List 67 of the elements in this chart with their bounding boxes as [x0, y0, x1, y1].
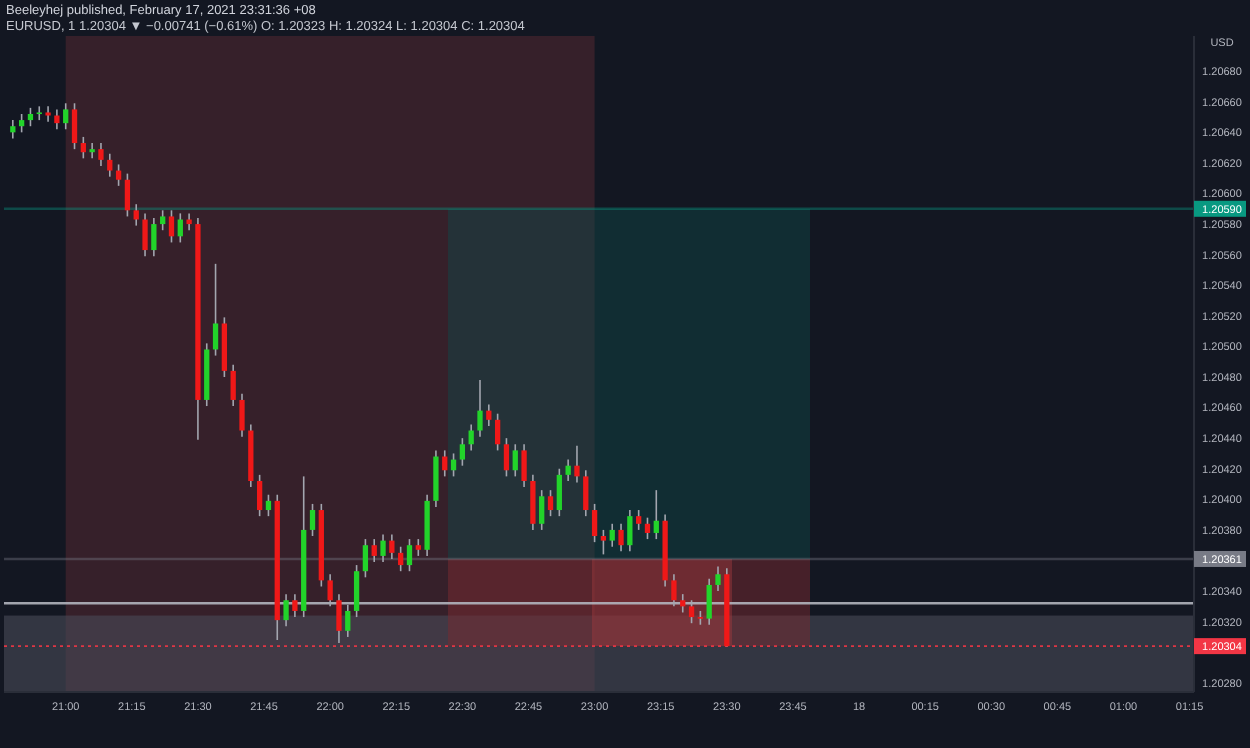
candlestick: [256, 474, 263, 517]
candlestick: [671, 573, 677, 608]
candlestick: [327, 573, 333, 608]
candlestick: [398, 545, 404, 572]
candlestick: [230, 363, 236, 407]
candlestick: [627, 509, 633, 553]
candlestick: [591, 503, 598, 543]
candlestick: [406, 538, 413, 572]
candlestick: [160, 209, 166, 231]
candlestick: [530, 474, 536, 531]
candlestick: [283, 593, 289, 628]
candlestick: [389, 533, 395, 560]
candlestick: [636, 509, 642, 531]
candlestick: [142, 212, 148, 257]
candlestick: [706, 578, 712, 626]
candlestick: [609, 522, 615, 548]
candlestick: [27, 107, 34, 128]
candlestick: [10, 119, 16, 140]
candlestick: [583, 469, 589, 517]
candlestick: [565, 458, 571, 482]
candlestick: [521, 443, 527, 488]
candlestick: [124, 172, 131, 218]
candlestick: [168, 209, 175, 244]
candlestick: [503, 437, 510, 478]
candlestick: [547, 489, 554, 517]
candlestick: [71, 102, 78, 150]
candlestick: [133, 203, 139, 227]
candlestick: [486, 403, 492, 427]
candlestick: [221, 316, 228, 378]
candlestick: [63, 102, 69, 131]
candlestick: [45, 105, 51, 123]
candlestick: [477, 379, 483, 438]
candlestick: [115, 163, 122, 187]
candlestick: [89, 142, 95, 160]
candlestick: [362, 538, 369, 579]
candlestick: [680, 593, 686, 614]
candlestick: [688, 599, 695, 624]
candlestick: [574, 445, 580, 484]
candlestick: [54, 108, 60, 131]
candlestick: [600, 529, 607, 556]
candlestick: [556, 467, 562, 517]
candlestick: [380, 533, 386, 563]
candlestick: [292, 593, 298, 618]
candlestick: [353, 564, 360, 618]
candlestick: [653, 489, 659, 540]
candlestick: [80, 136, 86, 160]
candlestick: [494, 412, 501, 452]
candlestick: [618, 522, 624, 553]
candlestick: [715, 565, 721, 592]
candlestick: [177, 212, 183, 244]
candlestick: [459, 437, 466, 467]
candlestick: [151, 217, 157, 257]
candlestick: [371, 538, 377, 563]
candlestick: [18, 113, 25, 134]
candlestick: [336, 593, 342, 644]
candlestick: [539, 489, 545, 531]
candlestick: [265, 493, 272, 517]
candlestick: [309, 503, 316, 537]
candlestick: [345, 604, 351, 638]
candlestick: [107, 152, 113, 178]
candlestick: [98, 142, 104, 167]
candlestick: [644, 516, 651, 540]
candlestick: [239, 393, 245, 438]
candlestick: [433, 449, 439, 508]
candlestick: [36, 105, 42, 121]
candlestick: [512, 443, 518, 478]
candlestick: [212, 263, 219, 357]
